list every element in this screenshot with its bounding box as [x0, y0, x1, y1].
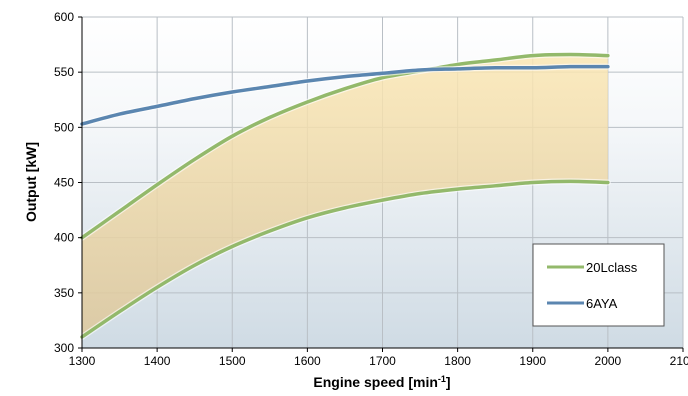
y-tick-label: 450: [54, 176, 74, 190]
y-tick-label: 550: [54, 65, 74, 79]
band-layer: [82, 54, 608, 337]
y-tick-label: 300: [54, 341, 74, 355]
range-band-20lclass: [82, 54, 608, 337]
y-tick-label: 400: [54, 231, 74, 245]
legend-label-6aya: 6AYA: [586, 296, 618, 311]
x-tick-label: 1500: [219, 354, 246, 368]
axis-layer: 1300 1400 1500 1600 1700 1800 1900 2000 2100 300 3…: [54, 10, 688, 368]
legend-label-20lclass: 20Lclass: [586, 260, 638, 275]
x-axis-title-close: ]: [446, 374, 451, 390]
x-tick-label: 1400: [144, 354, 171, 368]
x-tick-label: 2100: [670, 354, 688, 368]
x-tick-label: 1300: [69, 354, 96, 368]
series-line-20lclass-upper: [80, 52, 610, 240]
series-layer: [79, 51, 611, 340]
series-line-6aya: [80, 64, 610, 126]
y-axis-title: Output [kW]: [23, 142, 39, 222]
series-line-20lclass-lower: [80, 179, 610, 339]
x-axis-title: Engine speed [min-1]: [313, 374, 450, 390]
y-tick-label: 350: [54, 286, 74, 300]
x-tick-label: 2000: [595, 354, 622, 368]
legend: 20Lclass 6AYA: [532, 243, 665, 327]
x-tick-label: 1700: [369, 354, 396, 368]
x-tick-label: 1800: [444, 354, 471, 368]
x-axis-title-sup: -1: [438, 374, 446, 384]
x-tick-label: 1900: [519, 354, 546, 368]
x-tick-label: 1600: [294, 354, 321, 368]
y-tick-label: 500: [54, 120, 74, 134]
x-axis-title-main: Engine speed [min: [313, 374, 437, 390]
y-tick-label: 600: [54, 10, 74, 24]
legend-box: [532, 243, 665, 327]
